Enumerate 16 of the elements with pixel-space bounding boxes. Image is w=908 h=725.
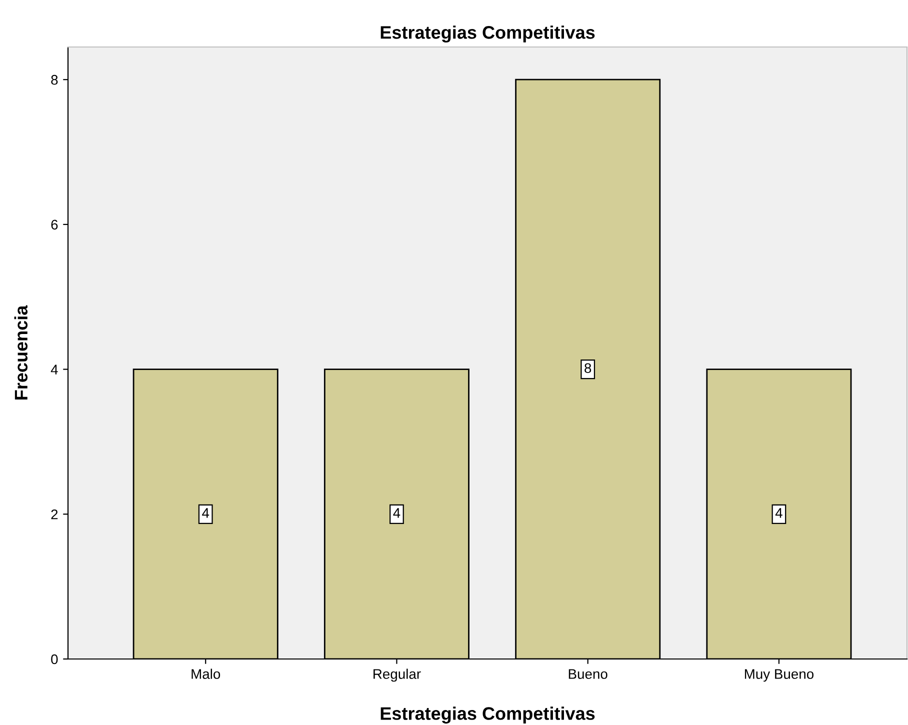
x-tick-label: Regular (374, 668, 421, 682)
y-tick-label: 4 (50, 364, 58, 374)
chart-title: Estrategias Competitivas (380, 26, 595, 42)
x-tick-label: Malo (192, 668, 220, 679)
data-label: 4 (202, 508, 210, 518)
y-tick-label: 6 (51, 220, 58, 230)
data-label: 4 (393, 508, 400, 518)
x-tick-label: Muy Bueno (744, 669, 814, 682)
data-label: 8 (584, 363, 592, 374)
y-axis-title: Frecuencia (14, 305, 28, 400)
x-axis-title: Estrategias Competitivas (380, 706, 595, 724)
data-label: 4 (775, 508, 782, 518)
x-tick-label: Bueno (568, 669, 608, 679)
y-tick-label: 8 (51, 74, 58, 85)
y-tick-label: 0 (51, 654, 58, 664)
y-tick-label: 2 (51, 509, 58, 520)
